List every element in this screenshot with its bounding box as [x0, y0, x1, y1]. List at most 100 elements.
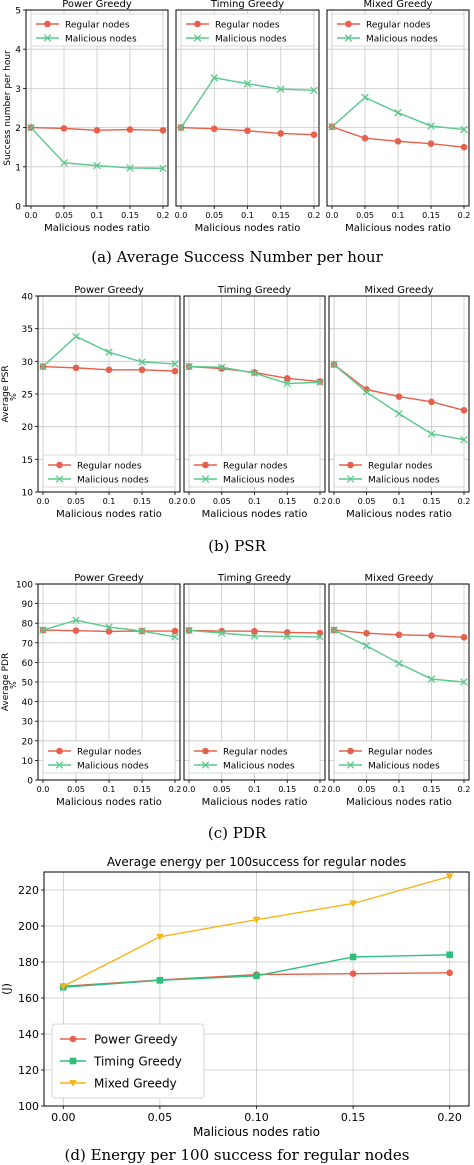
x-tick-label: 0.05	[213, 785, 231, 794]
panel-0: Power Greedy 0.0 0.05 0.1 0.15 0.2 Malicious n…	[37, 285, 182, 520]
panel-title: Timing Greedy	[217, 285, 291, 296]
y-tick-label: 4	[15, 46, 21, 56]
x-tick-label: 0.05	[358, 785, 376, 794]
x-axis-label: Malicious nodes ratio	[44, 223, 150, 234]
legend-marker	[347, 747, 354, 755]
x-tick-label: 0.15	[278, 497, 296, 506]
data-point-malicious	[72, 332, 80, 341]
x-axis-label: Malicious nodes ratio	[202, 797, 308, 808]
x-tick-label: 0.05	[358, 497, 376, 506]
data-point-regular	[105, 366, 113, 374]
data-point-regular	[310, 131, 318, 138]
legend-label: Malicious nodes	[77, 762, 149, 772]
legend-label: Malicious nodes	[368, 762, 440, 772]
panel-title: Power Greedy	[62, 0, 132, 10]
data-point-malicious	[105, 348, 113, 356]
data-point-malicious	[316, 378, 324, 386]
data-point-malicious	[27, 123, 35, 132]
y-tick-label: 60	[22, 659, 34, 669]
x-tick-label: 0.1	[393, 785, 406, 794]
y-tick-label: 160	[18, 992, 39, 1005]
data-point-malicious	[427, 122, 435, 130]
x-tick-label: 0.1	[248, 497, 261, 506]
data-point-malicious	[210, 74, 219, 82]
y-axis: 0 1 2 3 4 5 Success number per hour	[3, 7, 26, 213]
x-tick-label: 0.05	[213, 497, 231, 506]
data-point-malicious	[171, 633, 179, 641]
y-tick-label: 100	[18, 1100, 39, 1113]
legend: Regular nodes Malicious nodes	[188, 454, 321, 488]
y-tick-label: 70	[22, 639, 34, 649]
data-point-regular	[460, 143, 468, 151]
legend-label: Regular nodes	[215, 21, 280, 31]
data-point-regular	[244, 127, 251, 135]
data-point-malicious	[460, 435, 468, 444]
data-point-malicious	[105, 623, 113, 631]
legend-label: Mixed Greedy	[94, 1077, 177, 1091]
data-point-malicious	[460, 125, 468, 134]
panel-1: Timing Greedy 0.0 0.05 0.1 0.15 0.2 Malicious …	[175, 0, 321, 234]
data-point-malicious	[283, 379, 292, 388]
data-point-regular	[361, 134, 369, 142]
data-point-regular	[277, 130, 285, 137]
x-tick-label: 0.0	[183, 497, 196, 506]
chart-title: Average energy per 100success for regula…	[107, 855, 406, 869]
data-point-malicious	[316, 633, 324, 641]
y-tick-label: 50	[22, 679, 34, 689]
legend-marker	[69, 1057, 77, 1065]
data-point-square	[446, 951, 453, 959]
data-point-regular	[60, 125, 68, 132]
panel-0: Power Greedy 0.0 0.05 0.1 0.15 0.2 Malicious n…	[25, 0, 170, 234]
data-point-malicious	[39, 362, 47, 371]
legend-label: Power Greedy	[94, 1033, 178, 1047]
legend-box	[188, 740, 321, 774]
x-tick-label: 0.0	[25, 211, 38, 220]
data-point-malicious	[243, 79, 252, 88]
pdr-figure: Power Greedy 0.0 0.05 0.1 0.15 0.2 Malicious n…	[1, 573, 470, 842]
panel-2: Mixed Greedy 0.0 0.05 0.1 0.15 0.2 Malicious n…	[328, 573, 471, 808]
figure-caption: (c) PDR	[208, 824, 267, 842]
y-tick-label: 5	[15, 7, 21, 17]
y-axis-unit: %	[9, 393, 18, 401]
data-point-regular	[394, 138, 402, 145]
x-tick-label: 0.1	[103, 497, 116, 506]
data-point-regular	[427, 140, 435, 147]
x-tick-label: 0.05	[356, 211, 374, 220]
data-point-regular	[159, 127, 167, 134]
y-tick-label: 0	[15, 203, 21, 213]
x-axis-label: Malicious nodes ratio	[202, 509, 308, 520]
data-point-regular	[363, 629, 370, 637]
data-point-regular	[218, 365, 226, 372]
x-tick-label: 0.15	[133, 785, 151, 794]
legend-box	[180, 13, 315, 47]
legend: Regular nodes Malicious nodes	[30, 13, 164, 47]
figure-caption: (d) Energy per 100 success for regular n…	[65, 1146, 410, 1164]
x-tick-label: 0.1	[91, 211, 104, 220]
data-point-circle	[349, 970, 357, 977]
legend-box	[30, 13, 164, 47]
legend-label: Malicious nodes	[215, 35, 287, 45]
legend-label: Malicious nodes	[368, 476, 440, 486]
data-point-regular	[460, 634, 468, 641]
data-point-triangle	[59, 983, 68, 991]
x-tick-label: 0.15	[121, 211, 139, 220]
legend-box	[188, 454, 321, 488]
x-tick-label: 0.0	[175, 211, 188, 220]
x-axis-label: Malicious nodes ratio	[56, 509, 162, 520]
y-tick-label: 35	[22, 325, 33, 335]
x-tick-label: 0.05	[67, 785, 85, 794]
legend: Power Greedy Timing Greedy Mixed Greedy	[51, 1023, 205, 1099]
panel-title: Timing Greedy	[210, 0, 284, 10]
x-tick-label: 0.2	[169, 785, 182, 794]
x-axis-label: Malicious nodes ratio	[346, 509, 452, 520]
x-tick-label: 0.0	[328, 497, 341, 506]
data-point-regular	[171, 627, 179, 635]
legend-marker	[194, 20, 201, 28]
data-point-malicious	[361, 93, 369, 102]
panel-title: Power Greedy	[74, 285, 144, 296]
legend-marker	[347, 461, 354, 469]
data-point-regular	[138, 366, 146, 374]
data-point-malicious	[427, 675, 436, 683]
legend: Regular nodes Malicious nodes	[331, 13, 465, 47]
energy-plot: Average energy per 100success for regula…	[0, 855, 470, 1139]
